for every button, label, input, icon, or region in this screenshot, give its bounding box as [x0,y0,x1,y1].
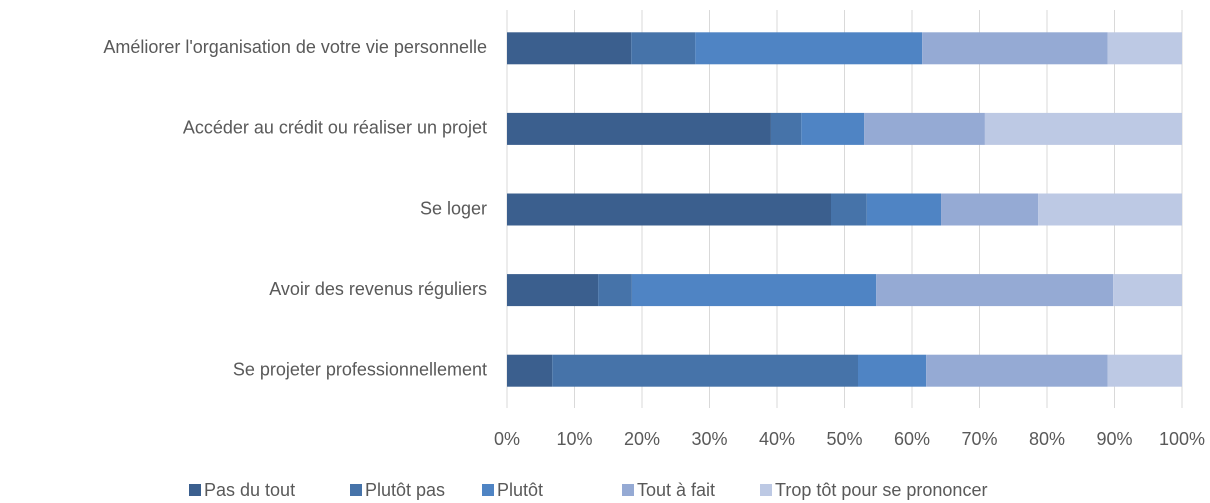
x-tick-label: 10% [556,429,592,449]
x-tick-label: 60% [894,429,930,449]
x-tick-label: 30% [691,429,727,449]
x-tick-label: 70% [961,429,997,449]
bar-segment [858,354,927,387]
bar-segment [876,274,1114,307]
x-tick-label: 90% [1096,429,1132,449]
bar-segment [507,193,831,226]
x-tick-label: 100% [1159,429,1205,449]
category-label: Avoir des revenus réguliers [269,279,487,299]
legend-swatch [189,484,201,496]
legend-swatch [350,484,362,496]
bar-segment [507,274,599,307]
bar-segment [552,354,858,387]
bar-segment [507,112,771,145]
bar-segment [631,274,877,307]
bar-segment [864,112,985,145]
legend-swatch [760,484,772,496]
bar-segment [801,112,865,145]
bar-segment [866,193,942,226]
x-tick-label: 0% [494,429,520,449]
legend-label: Plutôt [497,480,543,500]
bar-segment [922,32,1108,65]
bar-segment [984,112,1182,145]
x-tick-label: 80% [1029,429,1065,449]
bar-segment [1107,32,1182,65]
category-label: Accéder au crédit ou réaliser un projet [183,118,487,138]
x-tick-label: 20% [624,429,660,449]
category-label: Se loger [420,198,487,218]
bar-segment [631,32,696,65]
category-label: Se projeter professionnellement [233,359,487,379]
bar-segment [507,354,553,387]
legend-swatch [482,484,494,496]
bar-segment [507,32,632,65]
category-label: Améliorer l'organisation de votre vie pe… [103,37,487,57]
bar-segment [598,274,632,307]
bar-segment [1113,274,1182,307]
legend-label: Trop tôt pour se prononcer [775,480,987,500]
bar-segment [941,193,1039,226]
bar-segment [1107,354,1182,387]
bar-segment [831,193,867,226]
x-tick-label: 40% [759,429,795,449]
legend-label: Pas du tout [204,480,295,500]
legend-label: Plutôt pas [365,480,445,500]
bar-segment [926,354,1108,387]
bar-segment [770,112,802,145]
bar-segment [695,32,923,65]
x-tick-label: 50% [826,429,862,449]
legend-label: Tout à fait [637,480,715,500]
bar-segment [1038,193,1182,226]
legend-swatch [622,484,634,496]
